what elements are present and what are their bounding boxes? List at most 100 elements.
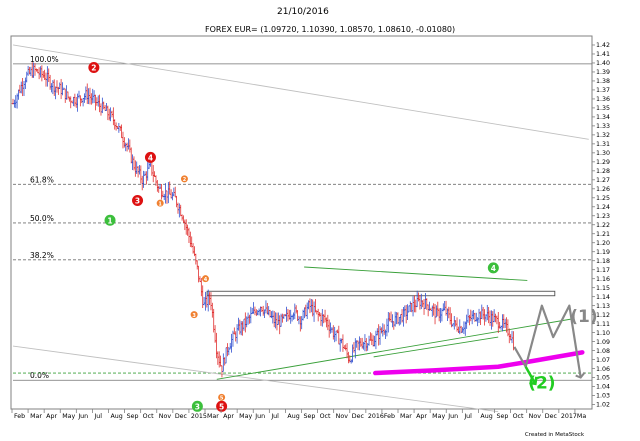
- x-tick-label: Aug: [111, 413, 123, 420]
- y-tick-label: 1.19: [596, 249, 610, 256]
- y-tick-label: 1.22: [596, 222, 610, 229]
- x-tick-label: Sep: [497, 413, 509, 420]
- handwritten-label: (2): [528, 373, 555, 393]
- x-tick-label: Apr: [46, 413, 57, 420]
- x-tick-label: Feb: [384, 413, 395, 420]
- x-tick-label: Aug: [480, 413, 492, 420]
- x-tick-label: Sep: [304, 413, 316, 420]
- x-tick-label: Jun: [447, 413, 458, 420]
- fib-level-label: 50.0%: [30, 214, 54, 223]
- fib-level-label: 0.0%: [30, 371, 49, 380]
- y-tick-label: 1.10: [596, 330, 610, 337]
- y-tick-label: 1.26: [596, 186, 610, 193]
- x-tick-label: May: [239, 413, 252, 420]
- y-tick-label: 1.16: [596, 276, 610, 283]
- y-tick-label: 1.37: [596, 87, 610, 94]
- trendline: [216, 318, 572, 380]
- y-tick-label: 1.03: [596, 393, 610, 400]
- x-tick-label: Oct: [143, 413, 154, 420]
- trendline: [12, 345, 499, 413]
- y-tick-label: 1.32: [596, 132, 610, 139]
- x-tick-label: Nov: [336, 413, 349, 420]
- x-tick-label: Jul: [463, 413, 472, 420]
- target-arrowhead: [529, 376, 538, 386]
- wave-marker-label: 1: [107, 216, 112, 225]
- subwave-marker: [218, 393, 226, 401]
- wave-marker: [132, 194, 144, 206]
- y-tick-label: 1.33: [596, 123, 610, 130]
- trendline: [373, 336, 499, 358]
- chart-quote: FOREX EUR= (1.09720, 1.10390, 1.08570, 1…: [205, 25, 455, 34]
- handwritten-label: (1): [570, 307, 597, 327]
- zigzag-arrowhead: [575, 371, 586, 379]
- x-axis: Feb Mar Apr May Jun Jul Aug Sep Oct Nov Dec 2015 Mar…: [11, 409, 586, 420]
- drawn-zigzag: [513, 304, 582, 378]
- x-tick-label: Mar: [30, 413, 42, 420]
- y-tick-label: 1.28: [596, 168, 610, 175]
- chart-date: 21/10/2016: [277, 7, 329, 17]
- y-tick-label: 1.20: [596, 240, 610, 247]
- fib-level-label: 100.0%: [30, 55, 59, 64]
- wave-marker-label: 4: [491, 264, 496, 273]
- wave-marker: [88, 61, 100, 73]
- y-tick-label: 1.21: [596, 231, 610, 238]
- x-tick-label: Jul: [93, 413, 102, 420]
- subwave-marker-label: 3: [192, 313, 196, 319]
- x-tick-label: May: [62, 413, 75, 420]
- x-tick-label: Mar: [400, 413, 412, 420]
- x-tick-label: Aug: [287, 413, 299, 420]
- y-tick-label: 1.18: [596, 258, 610, 265]
- y-tick-label: 1.23: [596, 213, 610, 220]
- x-tick-label: Ma: [577, 413, 586, 420]
- y-tick-label: 1.36: [596, 96, 610, 103]
- x-tick-label: Apr: [223, 413, 234, 420]
- x-tick-label: Dec: [352, 413, 365, 420]
- x-tick-label: May: [432, 413, 445, 420]
- consolidation-rectangle: [206, 290, 556, 297]
- target-arrow: [524, 366, 537, 385]
- y-tick-label: 1.05: [596, 375, 610, 382]
- fib-level-label: 61.8%: [30, 175, 54, 184]
- y-tick-label: 1.12: [596, 312, 610, 319]
- x-tick-label: 2016: [368, 413, 384, 420]
- wave-marker: [104, 214, 116, 226]
- x-tick-label: Nov: [159, 413, 172, 420]
- y-tick-label: 1.11: [596, 321, 610, 328]
- y-axis: 1.42 1.41 1.40 1.39 1.38 1.37 1.36 1.35 1.34 1.33…: [592, 42, 610, 409]
- x-tick-label: Jun: [77, 413, 88, 420]
- subwave-marker-label: 5: [220, 396, 224, 402]
- trendline: [12, 44, 589, 140]
- x-tick-label: 2015: [191, 413, 207, 420]
- annotations: 1 2 3 4 4 3 5 1 2 4 3 5 (1) (2): [88, 61, 598, 412]
- subwave-marker: [156, 199, 164, 207]
- y-tick-label: 1.09: [596, 339, 610, 346]
- y-tick-label: 1.38: [596, 78, 610, 85]
- subwave-marker: [180, 175, 188, 183]
- fib-level-label: 38.2%: [30, 251, 54, 260]
- x-tick-label: Dec: [175, 413, 188, 420]
- wave-marker: [191, 400, 203, 412]
- wave-marker-label: 3: [135, 196, 140, 205]
- x-tick-label: Oct: [320, 413, 331, 420]
- trendlines: [12, 44, 589, 413]
- y-tick-label: 1.27: [596, 177, 610, 184]
- y-tick-label: 1.04: [596, 384, 610, 391]
- y-tick-label: 1.15: [596, 285, 610, 292]
- y-tick-label: 1.13: [596, 303, 610, 310]
- x-tick-label: Apr: [416, 413, 427, 420]
- wave-marker: [144, 151, 156, 163]
- trendline: [304, 266, 528, 281]
- projection-curve: [373, 350, 585, 376]
- subwave-marker-label: 2: [183, 177, 187, 183]
- y-tick-label: 1.08: [596, 348, 610, 355]
- y-tick-label: 1.41: [596, 51, 610, 58]
- x-tick-label: Feb: [14, 413, 25, 420]
- x-tick-label: Dec: [545, 413, 558, 420]
- wave-marker-label: 2: [91, 63, 96, 72]
- y-tick-label: 1.31: [596, 141, 610, 148]
- subwave-marker: [201, 275, 209, 283]
- x-tick-label: Nov: [529, 413, 542, 420]
- y-tick-label: 1.35: [596, 105, 610, 112]
- subwave-marker-label: 4: [204, 277, 208, 283]
